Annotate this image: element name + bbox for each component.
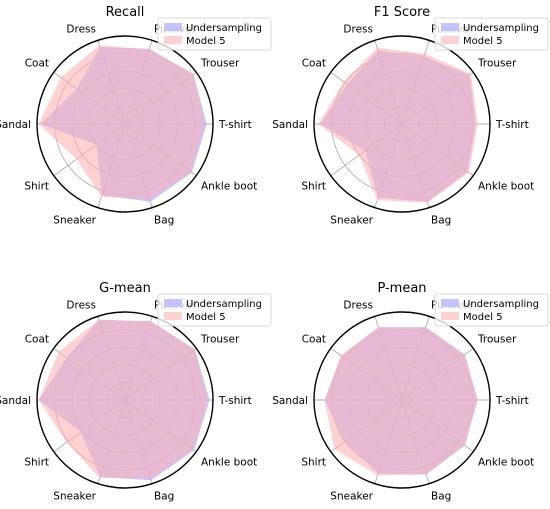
category-label: Bag: [431, 490, 451, 502]
series-area-model-5: [324, 327, 478, 476]
category-label: Ankle boot: [201, 180, 257, 192]
legend: Undersampling Model 5: [157, 17, 272, 51]
category-label: Shirt: [301, 180, 326, 192]
outer-frame: [313, 311, 491, 489]
legend-box: [157, 293, 272, 327]
category-label: Trouser: [200, 58, 240, 70]
category-label: T-shirt: [495, 395, 529, 407]
legend-swatch: [164, 299, 182, 307]
category-label: Dress: [66, 24, 96, 36]
legend-label: Undersampling: [186, 299, 262, 310]
category-label: Bag: [431, 214, 451, 226]
category-label: Ankle boot: [201, 456, 257, 468]
legend-label: Undersampling: [186, 23, 262, 34]
series-area-model-5: [38, 319, 208, 479]
outer-frame: [36, 35, 214, 213]
legend-label: Undersampling: [463, 299, 539, 310]
category-label: Sandal: [272, 119, 308, 131]
legend-swatch: [441, 312, 459, 320]
radar-panel-p-mean: T-shirtTrouserPulloverDressCoatSandalShi…: [272, 281, 549, 502]
category-label: Coat: [302, 58, 326, 70]
category-label: Dress: [66, 300, 96, 312]
chart-title: G-mean: [99, 281, 151, 296]
category-label: Coat: [302, 334, 326, 346]
category-label: Dress: [343, 300, 373, 312]
category-label: Sneaker: [330, 490, 373, 502]
legend-label: Model 5: [463, 36, 503, 47]
chart-title: F1 Score: [374, 5, 430, 20]
legend-swatch: [441, 299, 459, 307]
category-label: Sandal: [272, 395, 308, 407]
category-label: Trouser: [200, 334, 240, 346]
category-label: Sneaker: [53, 214, 96, 226]
category-label: Coat: [25, 58, 49, 70]
legend: Undersampling Model 5: [157, 293, 272, 327]
category-label: T-shirt: [495, 119, 529, 131]
outer-frame: [313, 35, 491, 213]
series-area-model-5: [38, 45, 205, 200]
legend-swatch: [164, 23, 182, 31]
legend-box: [434, 17, 549, 51]
category-label: Shirt: [24, 456, 49, 468]
category-label: Shirt: [301, 456, 326, 468]
legend-label: Model 5: [186, 312, 226, 323]
radar-panel-g-mean: T-shirtTrouserPulloverDressCoatSandalShi…: [0, 281, 272, 502]
category-label: Trouser: [477, 334, 517, 346]
legend-box: [157, 17, 272, 51]
chart-title: P-mean: [377, 281, 426, 296]
category-label: Sneaker: [53, 490, 96, 502]
radar-panel-f1-score: T-shirtTrouserPulloverDressCoatSandalShi…: [272, 5, 549, 226]
legend: Undersampling Model 5: [434, 17, 549, 51]
category-label: Trouser: [477, 58, 517, 70]
category-label: Sneaker: [330, 214, 373, 226]
legend-swatch: [164, 312, 182, 320]
outer-frame: [36, 311, 214, 489]
category-label: T-shirt: [218, 395, 252, 407]
category-label: Bag: [154, 214, 174, 226]
radar-panel-recall: T-shirtTrouserPulloverDressCoatSandalShi…: [0, 5, 272, 226]
category-label: Shirt: [24, 180, 49, 192]
legend-swatch: [441, 36, 459, 44]
category-label: Ankle boot: [478, 456, 534, 468]
legend-box: [434, 293, 549, 327]
category-label: Coat: [25, 334, 49, 346]
category-label: Dress: [343, 24, 373, 36]
legend-swatch: [441, 23, 459, 31]
legend: Undersampling Model 5: [434, 293, 549, 327]
chart-title: Recall: [106, 5, 145, 20]
category-label: Sandal: [0, 395, 31, 407]
legend-swatch: [164, 36, 182, 44]
category-label: Sandal: [0, 119, 31, 131]
category-label: Ankle boot: [478, 180, 534, 192]
category-label: T-shirt: [218, 119, 252, 131]
series-area-model-5: [318, 47, 478, 203]
legend-label: Undersampling: [463, 23, 539, 34]
legend-label: Model 5: [186, 36, 226, 47]
legend-label: Model 5: [463, 312, 503, 323]
category-label: Bag: [154, 490, 174, 502]
